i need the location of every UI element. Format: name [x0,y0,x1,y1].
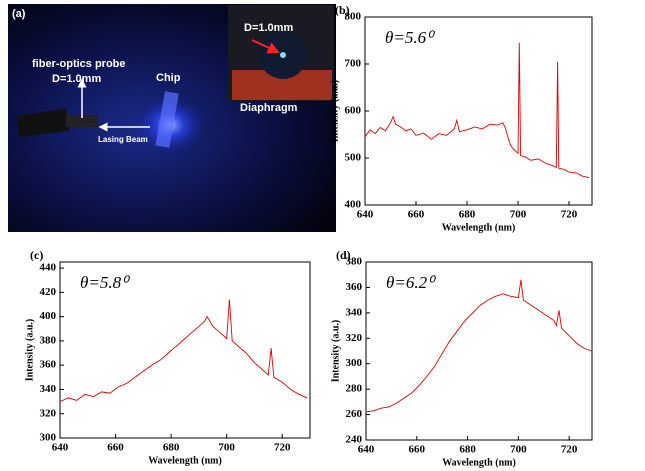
photo-panel: (a) fiber-optics probe D=1.0mm Chip Lasi… [8,4,336,232]
chip-label: Chip [156,72,181,84]
y-tick-label: 420 [40,286,57,298]
y-tick-label: 440 [40,262,57,274]
x-tick-label: 720 [561,209,578,221]
y-tick-label: 360 [346,281,363,293]
y-tick-label: 280 [346,383,363,395]
x-tick-label: 680 [459,209,476,221]
y-tick-label: 800 [345,11,362,23]
spectrum-line [364,42,590,179]
x-tick-label: 700 [510,209,527,221]
y-axis-label: Intensity (a.u.) [329,80,340,143]
x-tick-label: 640 [52,442,69,454]
spectrum-line [59,299,308,403]
theta-annotation: θ=5.8⁰ [80,273,130,292]
y-tick-label: 340 [346,306,363,318]
x-tick-label: 660 [107,442,124,454]
theta-annotation: θ=5.6⁰ [385,28,435,47]
spectrum-line [365,279,593,413]
x-tick-label: 680 [163,442,180,454]
panel-label: (b) [335,3,350,17]
panel-label: (c) [30,248,43,262]
x-axis-label: Wavelength (nm) [442,222,516,233]
theta-annotation: θ=6.2⁰ [386,273,436,292]
panel-label: (d) [336,248,351,262]
plot-frame [59,261,311,439]
y-tick-label: 340 [40,383,57,395]
y-tick-label: 600 [345,105,362,117]
probe-label: fiber-optics probe [32,58,126,70]
y-tick-label: 380 [346,256,363,268]
x-tick-label: 640 [357,209,374,221]
y-tick-label: 400 [40,310,57,322]
y-tick-label: 300 [40,432,57,444]
x-tick-label: 720 [274,442,291,454]
panel-label: (a) [12,8,26,20]
y-tick-label: 320 [40,407,57,419]
x-tick-label: 720 [561,444,578,456]
y-tick-label: 700 [345,58,362,70]
y-tick-label: 380 [40,334,57,346]
y-tick-label: 400 [345,199,362,211]
beam-label: Lasing Beam [98,135,148,144]
x-tick-label: 700 [218,442,235,454]
x-tick-label: 660 [409,444,426,456]
y-tick-label: 260 [346,408,363,420]
x-tick-label: 640 [358,444,375,456]
y-axis-label: Intensity (a.u.) [24,319,35,382]
x-tick-label: 700 [510,444,527,456]
probe-diameter: D=1.0mm [52,73,101,85]
y-tick-label: 360 [40,359,57,371]
x-tick-label: 680 [459,444,476,456]
inset-label: Diaphragm [240,102,298,114]
x-axis-label: Wavelength (nm) [148,455,222,466]
y-tick-label: 320 [346,332,363,344]
x-axis-label: Wavelength (nm) [442,457,516,468]
x-tick-label: 660 [408,209,425,221]
y-tick-label: 300 [346,357,363,369]
y-tick-label: 500 [345,152,362,164]
y-tick-label: 240 [346,434,363,446]
y-axis-label: Intensity (a.u.) [330,320,341,383]
inset-diameter: D=1.0mm [244,22,293,34]
